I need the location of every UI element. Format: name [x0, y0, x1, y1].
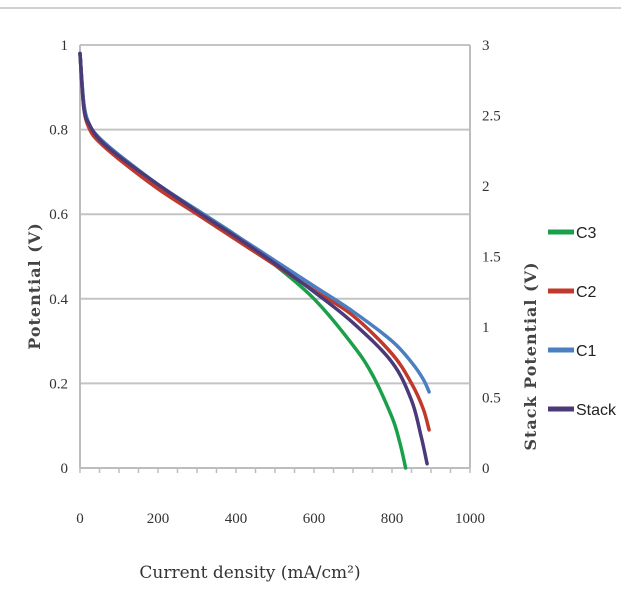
legend: C3 C2 C1 Stack: [548, 225, 617, 419]
x-tick-label: 200: [147, 511, 170, 527]
y-tick-labels: 0 0.2 0.4 0.6 0.8 1: [49, 38, 68, 477]
x-tick-label: 0: [76, 511, 84, 527]
legend-label-c3: C3: [576, 225, 597, 242]
series-lines: [78, 51, 431, 470]
y2-tick-label: 2.5: [482, 109, 501, 125]
legend-label-c1: C1: [576, 343, 597, 360]
y-tick-label: 0.4: [49, 292, 68, 308]
series-line-c3: [78, 51, 408, 470]
y2-tick-label: 0: [482, 461, 490, 477]
y2-tick-label: 3: [482, 38, 490, 54]
x-tick-label: 1000: [455, 511, 485, 527]
y-tick-label: 0.2: [49, 376, 68, 392]
y2-tick-label: 1.5: [482, 250, 501, 266]
series-line-stack: [78, 51, 429, 466]
x-tick-label: 600: [303, 511, 326, 527]
y2-tick-label: 2: [482, 179, 490, 195]
y2-tick-labels: 0 0.5 1 1.5 2 2.5 3: [482, 38, 501, 477]
y-tick-label: 1: [61, 38, 69, 54]
y-tick-label: 0: [61, 461, 69, 477]
y-tick-label: 0.8: [49, 123, 68, 139]
legend-label-stack: Stack: [576, 402, 617, 419]
y2-tick-label: 0.5: [482, 391, 501, 407]
legend-label-c2: C2: [576, 284, 597, 301]
x-tick-labels: 0 200 400 600 800 1000: [76, 511, 485, 527]
y-tick-label: 0.6: [49, 207, 68, 223]
series-line-c2: [78, 51, 431, 432]
gridlines: [80, 44, 470, 385]
y2-axis-title: Stack Potential (V): [521, 261, 540, 450]
x-tick-label: 800: [381, 511, 404, 527]
x-axis-title: Current density (mA/cm²): [139, 563, 360, 583]
x-tick-label: 400: [225, 511, 248, 527]
y-axis-title: Potential (V): [25, 222, 44, 350]
y2-tick-label: 1: [482, 320, 490, 336]
series-line-c1: [78, 51, 431, 394]
